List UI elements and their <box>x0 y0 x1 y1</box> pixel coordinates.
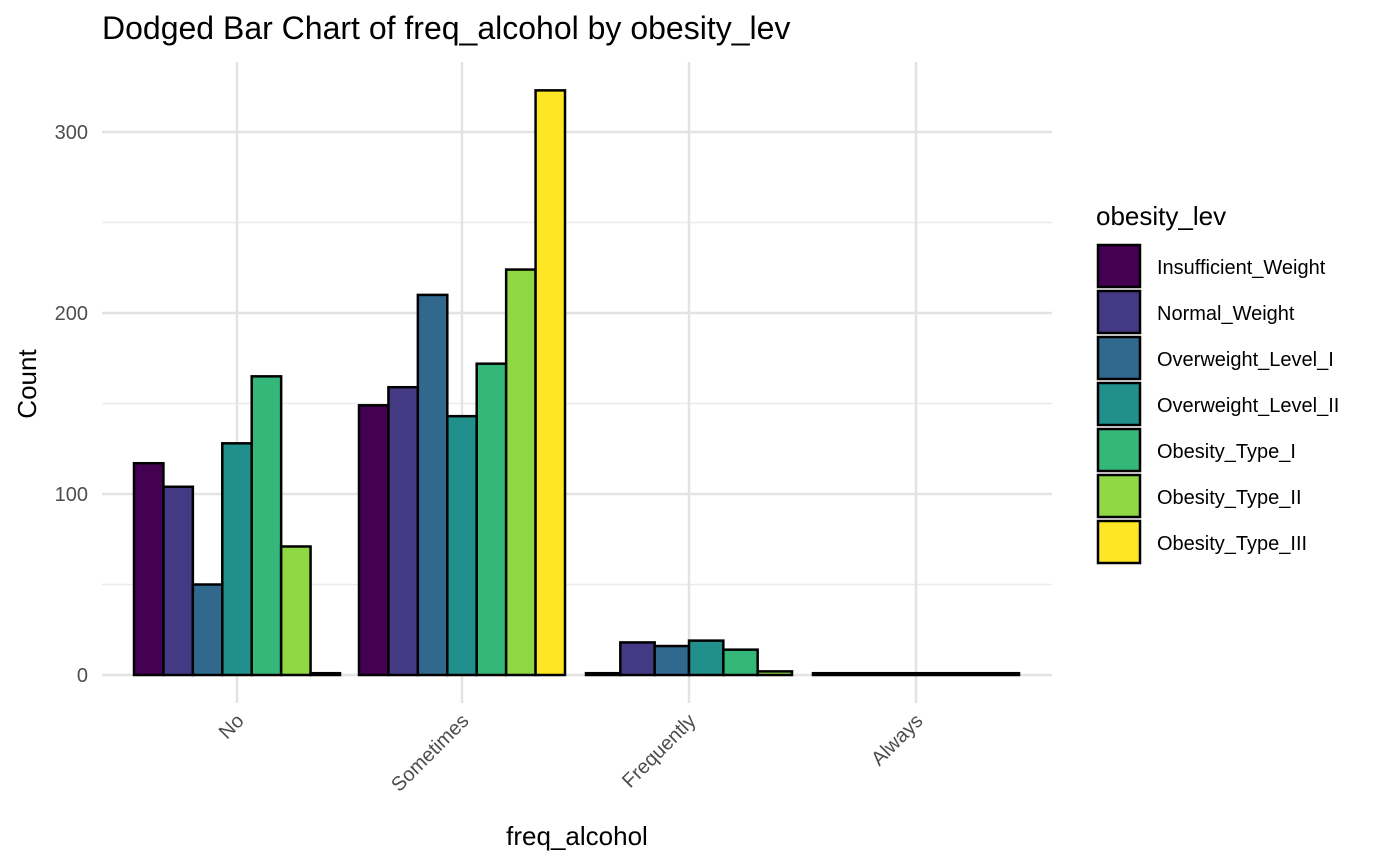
bar-no-obesity-type-i <box>250 375 283 677</box>
bar-frequently-overweight-level-ii <box>687 639 725 677</box>
bar-sometimes-insufficient-weight <box>357 404 390 677</box>
bar-no-overweight-level-ii <box>221 442 253 677</box>
bar-no-obesity-type-ii <box>279 545 312 677</box>
legend-label: Overweight_Level_II <box>1157 395 1339 417</box>
legend-label: Obesity_Type_I <box>1157 441 1296 463</box>
bar-sometimes-obesity-type-iii <box>534 89 567 677</box>
bar-frequently-normal-weight <box>619 641 656 677</box>
bar-frequently-obesity-type-i <box>722 648 759 677</box>
x-tick-label: Always <box>867 710 927 770</box>
x-tick-label: No <box>215 710 249 744</box>
y-tick-label: 200 <box>55 303 88 325</box>
bar-no-overweight-level-i <box>191 583 224 677</box>
y-tick-label: 300 <box>55 122 88 144</box>
grid-layer <box>102 62 1052 703</box>
y-axis-title: Count <box>12 349 42 419</box>
chart-title: Dodged Bar Chart of freq_alcohol by obes… <box>102 10 791 46</box>
bar-frequently-insufficient-weight <box>584 671 622 677</box>
legend-label: Overweight_Level_I <box>1157 349 1334 371</box>
legend-swatch <box>1096 243 1142 289</box>
legend-label: Obesity_Type_II <box>1157 487 1302 509</box>
legend-swatch <box>1096 473 1142 519</box>
y-tick-label: 0 <box>77 665 88 687</box>
legend-label: Insufficient_Weight <box>1157 257 1326 279</box>
x-axis-title: freq_alcohol <box>506 821 648 851</box>
y-tick-label: 100 <box>55 484 88 506</box>
bar-always <box>811 671 1021 677</box>
legend-swatch <box>1096 519 1142 565</box>
bar-no-obesity-type-iii <box>309 671 342 677</box>
legend-label: Obesity_Type_III <box>1157 533 1307 555</box>
bar-frequently-obesity-type-ii <box>756 670 794 677</box>
x-tick-label: Sometimes <box>387 710 473 796</box>
x-tick-label: Frequently <box>618 710 700 792</box>
legend-title: obesity_lev <box>1096 201 1226 231</box>
bar-sometimes-normal-weight <box>387 385 420 677</box>
bar-sometimes-overweight-level-i <box>416 293 449 677</box>
legend-swatch <box>1096 381 1142 427</box>
bar-layer <box>132 89 1021 677</box>
legend-swatch <box>1096 427 1142 473</box>
legend-swatch <box>1096 289 1142 335</box>
bar-sometimes-obesity-type-i <box>475 362 508 677</box>
legend-swatch <box>1096 335 1142 381</box>
bar-no-insufficient-weight <box>132 461 165 677</box>
bar-sometimes-overweight-level-ii <box>446 414 478 677</box>
legend-label: Normal_Weight <box>1157 303 1295 325</box>
bar-sometimes-obesity-type-ii <box>504 268 537 677</box>
bar-frequently-overweight-level-i <box>653 644 691 677</box>
legend: obesity_lev Insufficient_Weight Normal_We… <box>1096 201 1339 565</box>
bar-no-normal-weight <box>162 485 195 677</box>
